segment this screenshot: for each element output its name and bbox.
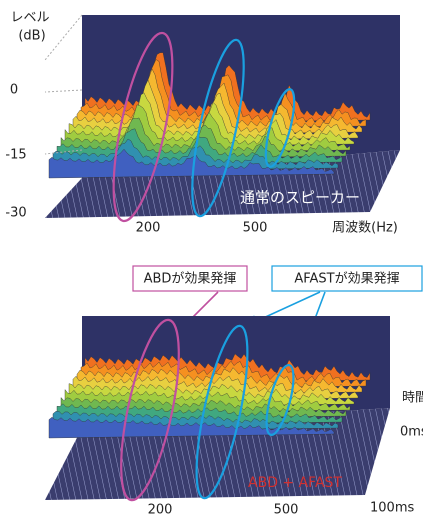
y-label: -30 bbox=[5, 206, 26, 221]
y-axis-unit: (dB) bbox=[18, 29, 45, 44]
time-label: 100ms bbox=[370, 501, 414, 516]
y-axis-title: レベル bbox=[10, 11, 49, 26]
x-label: 200 bbox=[148, 503, 173, 518]
callout: AFASTが効果発揮 bbox=[294, 272, 399, 287]
y-label: -15 bbox=[5, 148, 26, 163]
x-label: 500 bbox=[243, 221, 268, 236]
x-label: 200 bbox=[136, 221, 161, 236]
time-label: 0ms bbox=[400, 425, 423, 440]
y-label: 0 bbox=[10, 83, 18, 98]
time-axis-title: 時間 bbox=[402, 391, 423, 406]
callout: ABDが効果発揮 bbox=[144, 272, 237, 287]
caption: 通常のスピーカー bbox=[240, 189, 360, 207]
figure: レベル (dB) 0 -15 -30 200 500 周波数(Hz) 通常のスピ… bbox=[0, 0, 423, 522]
page: レベル (dB) 0 -15 -30 200 500 周波数(Hz) 通常のスピ… bbox=[0, 0, 423, 522]
x-axis-title: 周波数(Hz) bbox=[332, 221, 398, 236]
x-label: 500 bbox=[274, 503, 299, 518]
caption: ABD + AFAST bbox=[248, 475, 342, 491]
